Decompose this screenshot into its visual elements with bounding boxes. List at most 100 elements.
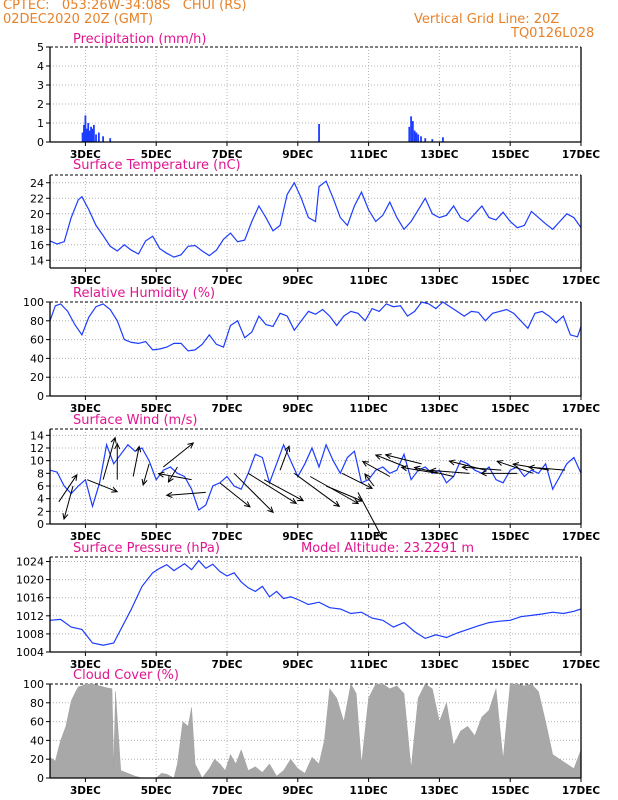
wind-vector bbox=[233, 472, 274, 513]
wind-vector-head bbox=[110, 436, 117, 444]
wind-vector-head bbox=[400, 465, 408, 472]
precip-bar bbox=[413, 130, 416, 142]
wind-vector bbox=[357, 492, 383, 538]
panel-title: Precipitation (mm/h) bbox=[73, 32, 206, 47]
wind-vector-head bbox=[376, 531, 383, 539]
y-tick-label: 22 bbox=[30, 192, 44, 205]
y-tick-label: 60 bbox=[30, 334, 44, 347]
wind-vector bbox=[309, 476, 359, 504]
panel-title: Surface Temperature (nC) bbox=[73, 158, 241, 173]
y-tick-label: 4 bbox=[37, 60, 44, 73]
y-tick-label: 20 bbox=[30, 208, 44, 221]
y-tick-label: 0 bbox=[37, 772, 44, 785]
series-line bbox=[49, 559, 582, 646]
x-tick-label: 17DEC bbox=[562, 149, 601, 161]
x-tick-label: 7DEC bbox=[212, 531, 243, 543]
wind-vector bbox=[385, 454, 422, 465]
precip-bar bbox=[424, 138, 427, 142]
y-tick-label: 40 bbox=[30, 734, 44, 747]
precip-bar bbox=[90, 126, 92, 142]
y-tick-label: 18 bbox=[30, 223, 44, 236]
wind-vector-head bbox=[157, 471, 165, 478]
x-tick-label: 11DEC bbox=[349, 403, 388, 415]
x-tick-label: 3DEC bbox=[70, 531, 101, 543]
wind-vector-head bbox=[187, 442, 195, 449]
x-tick-label: 11DEC bbox=[349, 531, 388, 543]
wind-vector bbox=[102, 437, 116, 480]
precip-bar bbox=[85, 128, 88, 142]
x-tick-label: 3DEC bbox=[70, 785, 101, 797]
x-tick-label: 5DEC bbox=[141, 403, 172, 415]
wind-vector bbox=[263, 479, 304, 502]
wind-vector-head bbox=[364, 473, 371, 480]
x-tick-label: 15DEC bbox=[491, 149, 530, 161]
y-tick-label: 2 bbox=[37, 98, 44, 111]
x-tick-label: 15DEC bbox=[491, 403, 530, 415]
precip-bar bbox=[318, 123, 320, 142]
station-header: CPTEC: 053:26W-34:08S CHUI (RS) bbox=[3, 0, 247, 13]
precip-bar bbox=[109, 138, 112, 142]
y-tick-label: 2 bbox=[37, 505, 44, 518]
wind-vector-head bbox=[267, 506, 274, 514]
y-tick-label: 0 bbox=[37, 518, 44, 531]
precip-bar bbox=[88, 130, 91, 142]
precip-bar bbox=[442, 137, 444, 142]
x-tick-label: 3DEC bbox=[70, 659, 101, 671]
wind-vector bbox=[497, 460, 534, 474]
x-tick-label: 3DEC bbox=[70, 275, 101, 287]
x-tick-label: 5DEC bbox=[141, 149, 172, 161]
x-tick-label: 7DEC bbox=[212, 149, 243, 161]
series-line bbox=[49, 442, 582, 512]
x-tick-label: 9DEC bbox=[282, 659, 313, 671]
y-tick-label: 1004 bbox=[16, 646, 44, 659]
wind-vector bbox=[58, 474, 78, 503]
y-tick-label: 100 bbox=[23, 296, 44, 309]
precip-bar bbox=[91, 128, 94, 142]
wind-vector-head bbox=[461, 464, 469, 471]
wind-vector-head bbox=[333, 500, 341, 508]
y-tick-label: 0 bbox=[37, 136, 44, 149]
wind-vector-head bbox=[243, 501, 251, 508]
wind-vector-head bbox=[71, 473, 78, 481]
x-tick-label: 3DEC bbox=[70, 403, 101, 415]
panel-title: Relative Humidity (%) bbox=[73, 286, 215, 301]
y-tick-label: 4 bbox=[37, 493, 44, 506]
x-tick-label: 5DEC bbox=[141, 531, 172, 543]
wind-vector-head bbox=[114, 442, 121, 450]
wind-vector-head bbox=[480, 470, 487, 477]
y-tick-label: 12 bbox=[30, 442, 44, 455]
x-tick-label: 15DEC bbox=[491, 785, 530, 797]
cloud-cover-area bbox=[49, 683, 582, 779]
precip-bar bbox=[92, 124, 95, 142]
panel-title: Surface Wind (m/s) bbox=[73, 413, 197, 428]
x-tick-label: 7DEC bbox=[212, 275, 243, 287]
wind-vector-head bbox=[135, 445, 142, 453]
wind-vector-head bbox=[527, 464, 535, 471]
y-tick-label: 1020 bbox=[16, 574, 44, 587]
run-code: TQ0126L028 bbox=[511, 26, 595, 41]
y-tick-label: 0 bbox=[37, 390, 44, 403]
wind-vector bbox=[279, 445, 290, 471]
y-tick-label: 24 bbox=[30, 177, 44, 190]
precip-bar bbox=[81, 132, 84, 142]
x-tick-label: 9DEC bbox=[282, 403, 313, 415]
x-tick-label: 11DEC bbox=[349, 785, 388, 797]
x-tick-label: 5DEC bbox=[141, 785, 172, 797]
x-tick-label: 17DEC bbox=[562, 659, 601, 671]
y-tick-label: 14 bbox=[30, 254, 44, 267]
wind-vector bbox=[247, 472, 297, 504]
precip-bar bbox=[97, 132, 100, 142]
y-tick-label: 1008 bbox=[16, 628, 44, 641]
wind-vector-head bbox=[141, 478, 148, 486]
model-altitude-annotation: Model Altitude: 23.2291 m bbox=[301, 541, 474, 556]
x-tick-label: 9DEC bbox=[282, 149, 313, 161]
x-tick-label: 17DEC bbox=[562, 785, 601, 797]
precip-bar bbox=[87, 123, 90, 142]
wind-vector bbox=[168, 466, 178, 483]
wind-vector-head bbox=[290, 497, 298, 504]
y-tick-label: 1016 bbox=[16, 592, 44, 605]
panel-title: Surface Pressure (hPa) bbox=[73, 541, 220, 556]
wind-vector-head bbox=[448, 459, 456, 466]
x-tick-label: 13DEC bbox=[420, 149, 459, 161]
